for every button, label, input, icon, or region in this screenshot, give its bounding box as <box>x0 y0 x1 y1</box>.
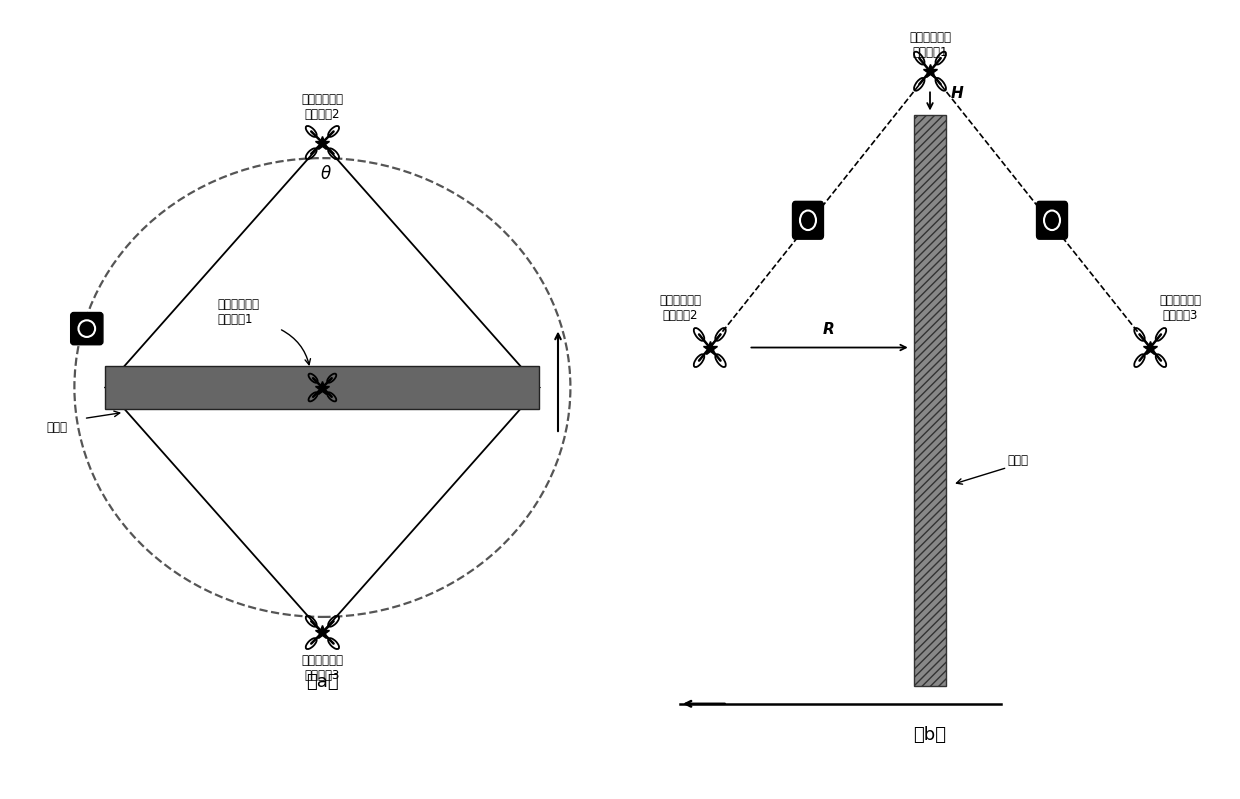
Text: 无人机受电弓
检测装置2: 无人机受电弓 检测装置2 <box>658 294 701 322</box>
Circle shape <box>800 210 816 230</box>
Polygon shape <box>914 115 946 686</box>
Circle shape <box>78 320 95 337</box>
Text: R: R <box>823 322 835 336</box>
FancyBboxPatch shape <box>1037 201 1068 239</box>
Text: 无人机受电弓
检测装置2: 无人机受电弓 检测装置2 <box>301 93 343 121</box>
Polygon shape <box>105 366 539 409</box>
Text: 无人机受电弓
检测装置3: 无人机受电弓 检测装置3 <box>1159 294 1202 322</box>
FancyBboxPatch shape <box>792 201 823 239</box>
Text: 受电弓: 受电弓 <box>47 421 67 435</box>
Text: 无人机受电弓
检测装置1: 无人机受电弓 检测装置1 <box>909 31 951 59</box>
Text: $\theta$: $\theta$ <box>320 165 331 183</box>
Circle shape <box>1044 210 1060 230</box>
Text: （b）: （b） <box>914 725 946 744</box>
Text: 无人机受电弓
检测装置3: 无人机受电弓 检测装置3 <box>301 654 343 682</box>
Text: （a）: （a） <box>306 674 339 691</box>
FancyBboxPatch shape <box>71 312 103 344</box>
Text: H: H <box>951 85 963 101</box>
Text: 无人机受电弓
检测装置1: 无人机受电弓 检测装置1 <box>217 297 259 325</box>
Text: 受电弓: 受电弓 <box>1007 454 1028 467</box>
